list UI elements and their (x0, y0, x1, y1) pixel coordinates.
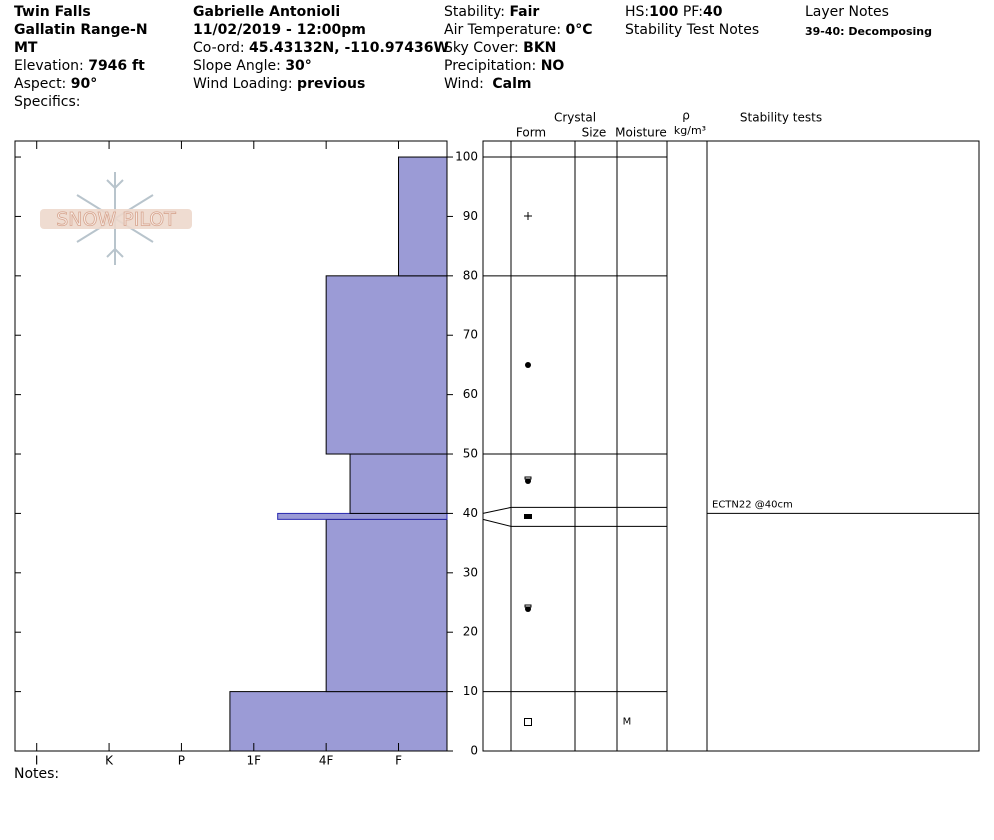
location: Twin Falls (14, 4, 91, 20)
column-title: Moisture (615, 126, 667, 140)
hardness-bar (325, 275, 448, 455)
range: Gallatin Range-N (14, 22, 148, 38)
specifics: Specifics: (14, 94, 81, 110)
stability-label: ECTN22 @40cm (712, 499, 793, 510)
hardness-bar (277, 512, 448, 520)
y-tick-label: 50 (463, 447, 478, 461)
value: previous (297, 76, 366, 92)
chart: SNOW PILOT Crystal Form Size Moisture ρ … (14, 109, 980, 768)
y-tick-label: 10 (463, 684, 478, 698)
value: 0°C (565, 22, 593, 38)
value: BKN (523, 40, 557, 56)
layer-boundary (482, 518, 667, 527)
y-tick-label: 60 (463, 387, 478, 401)
label: Wind: (444, 76, 489, 92)
x-tick-label: P (178, 754, 185, 768)
field: Wind: Calm (444, 75, 531, 93)
value: 90° (70, 76, 98, 92)
value: 7946 ft (88, 58, 145, 74)
stability-title: Stability tests (740, 111, 822, 125)
layer-notes-title: Layer Notes (805, 4, 889, 20)
column-title: Form (516, 126, 546, 140)
value: Fair (509, 4, 540, 20)
y-tick-label: 90 (463, 209, 478, 223)
grain-symbol (524, 604, 532, 608)
datetime: 11/02/2019 - 12:00pm (193, 22, 366, 38)
value: 45.43132N, -110.97436W (249, 40, 449, 56)
hardness-bar (349, 453, 448, 514)
y-tick-label: 0 (470, 744, 478, 758)
x-tick-label: K (105, 754, 114, 768)
column-title: Size (582, 126, 607, 140)
y-tick-label: 70 (463, 328, 478, 342)
layer-note: 39-40: Decomposing (805, 25, 932, 38)
grain-symbol (524, 718, 532, 726)
x-tick-label: F (395, 754, 402, 768)
layer-boundary (482, 506, 667, 514)
field: Stability: Fair (444, 3, 539, 21)
label: Air Temperature: (444, 22, 566, 38)
field: Air Temperature: 0°C (444, 21, 593, 39)
density-unit: kg/m³ (674, 124, 706, 137)
field: Wind Loading: previous (193, 75, 365, 93)
y-tick-label: 30 (463, 565, 478, 579)
field: Aspect: 90° (14, 75, 97, 93)
field: Sky Cover: BKN (444, 39, 556, 57)
x-tick-label: 4F (319, 754, 334, 768)
y-tick-label: 40 (463, 506, 478, 520)
label: Wind Loading: (193, 76, 298, 92)
x-tick-label: 1F (247, 754, 262, 768)
value: Calm (492, 76, 532, 92)
field: HS:100 PF:40 (625, 3, 722, 21)
state: MT (14, 40, 38, 56)
y-tick-label: 80 (463, 268, 478, 282)
label: Stability: (444, 4, 510, 20)
x-tick-label: I (35, 754, 39, 768)
hardness-bar (398, 156, 448, 277)
grain-symbol (524, 476, 532, 480)
field: Elevation: 7946 ft (14, 57, 145, 75)
stability-test-notes: Stability Test Notes (625, 22, 760, 38)
density-symbol: ρ (682, 109, 690, 123)
y-tick-label: 20 (463, 625, 478, 639)
notes: Notes: (14, 766, 60, 782)
label: Precipitation: (444, 58, 541, 74)
label: Slope Angle: (193, 58, 286, 74)
label: Aspect: (14, 76, 71, 92)
observer: Gabrielle Antonioli (193, 4, 341, 20)
logo-text: SNOW PILOT (56, 209, 176, 231)
field: Precipitation: NO (444, 57, 564, 75)
logo-banner (40, 209, 192, 229)
grain-symbols (524, 212, 532, 726)
hardness-bar (229, 691, 448, 752)
value: NO (540, 58, 565, 74)
field: Slope Angle: 30° (193, 57, 312, 75)
value: 30° (285, 58, 312, 74)
value: 40 (702, 4, 723, 20)
label: Co-ord: (193, 40, 250, 56)
label: HS: (625, 4, 650, 20)
crystal-title: Crystal (554, 111, 596, 125)
label: Elevation: (14, 58, 89, 74)
y-tick-label: 100 (455, 150, 478, 164)
hardness-bar (325, 518, 448, 693)
moisture: M (623, 716, 632, 727)
label: Sky Cover: (444, 40, 524, 56)
crystal-frame (482, 140, 980, 752)
label: PF: (678, 4, 703, 20)
grain-symbol (524, 514, 532, 519)
value: 100 (649, 4, 679, 20)
grain-symbol (525, 362, 531, 368)
field: Co-ord: 45.43132N, -110.97436W (193, 39, 449, 57)
